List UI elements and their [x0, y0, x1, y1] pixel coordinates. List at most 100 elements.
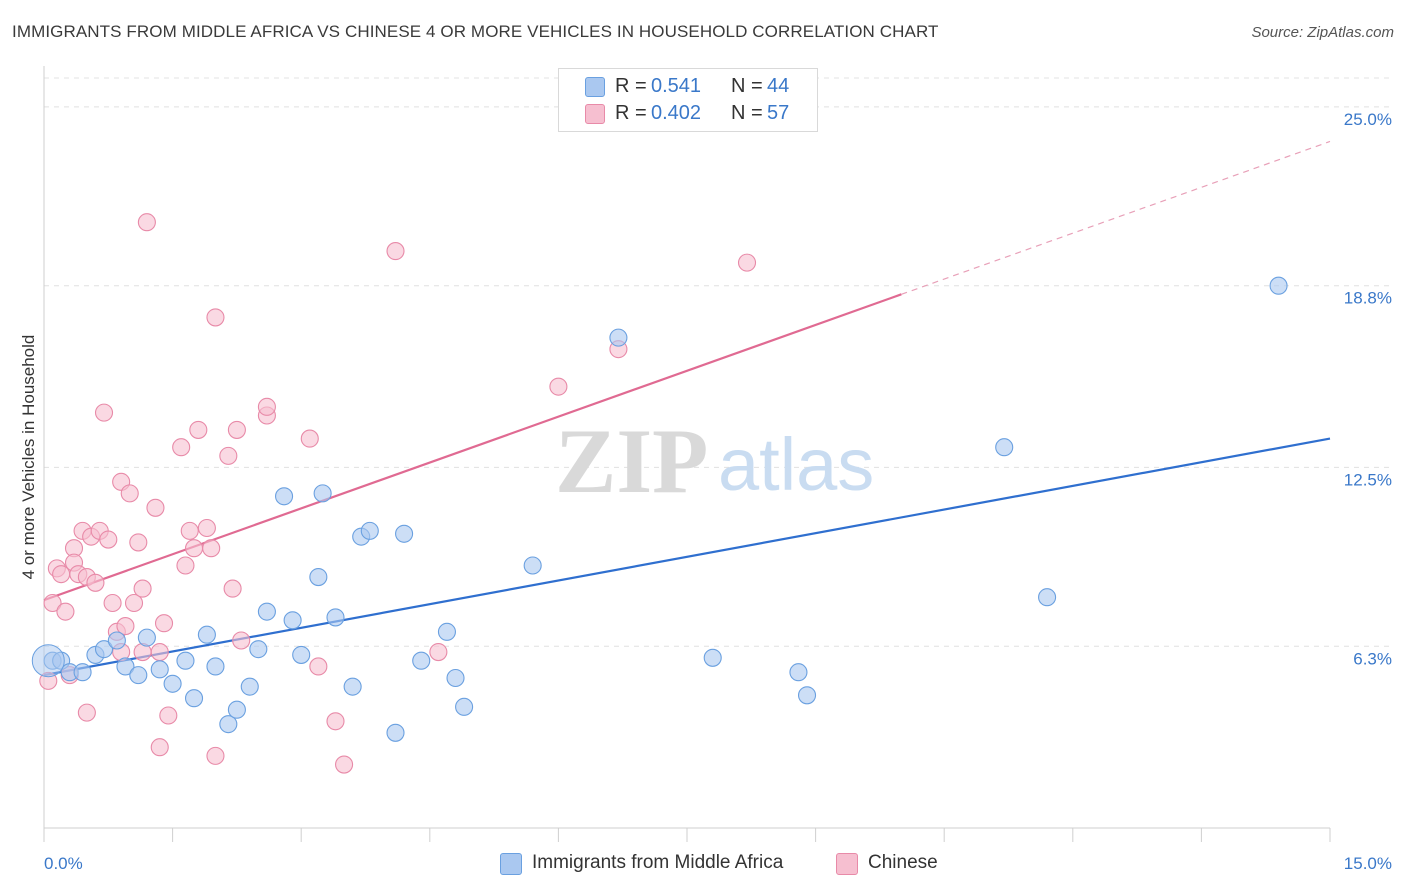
trend-line-extension-series-1	[901, 140, 1331, 295]
data-point-series-0	[1269, 276, 1288, 295]
watermark-zip: ZIP	[555, 410, 708, 512]
data-point-series-1	[150, 738, 169, 757]
data-point-series-0	[184, 689, 204, 708]
data-point-series-1	[300, 429, 319, 448]
source-label: Source: ZipAtlas.com	[1251, 24, 1394, 41]
axes	[43, 66, 1331, 842]
data-point-series-0	[313, 484, 332, 503]
data-point-series-0	[789, 663, 808, 682]
data-point-series-0	[219, 715, 238, 734]
y-tick-label: 25.0%	[1344, 110, 1392, 129]
data-point-series-0	[292, 645, 311, 664]
data-point-series-1	[120, 484, 139, 503]
x-tick-label: 0.0%	[44, 854, 83, 873]
data-point-series-1	[206, 308, 225, 327]
data-point-series-1	[56, 602, 75, 621]
data-point-series-1	[223, 579, 242, 598]
trend-line-series-0	[43, 437, 1331, 677]
data-point-series-1	[184, 539, 204, 558]
data-point-series-1	[146, 498, 165, 517]
data-point-series-1	[737, 253, 757, 272]
data-point-series-0	[437, 622, 456, 641]
data-point-series-1	[103, 593, 122, 613]
series-name: Immigrants from Middle Africa	[532, 852, 784, 873]
data-point-series-0	[176, 651, 195, 670]
data-point-series-1	[206, 746, 225, 765]
data-point-series-0	[163, 674, 182, 693]
legend-swatch-blue	[585, 77, 605, 97]
data-point-series-0	[412, 651, 431, 670]
data-point-series-0	[249, 640, 268, 659]
data-point-series-0	[523, 556, 542, 575]
grid-lines	[44, 77, 1392, 647]
y-tick-label: 12.5%	[1344, 470, 1392, 489]
data-point-series-0	[446, 668, 465, 688]
data-point-series-1	[257, 397, 276, 416]
data-point-cluster-series-0	[31, 644, 65, 678]
data-point-series-0	[395, 524, 414, 543]
legend-n-label: N =	[731, 75, 763, 97]
watermark-atlas: atlas	[718, 423, 874, 506]
watermark: ZIP atlas	[555, 410, 874, 512]
data-point-series-1	[99, 530, 118, 549]
data-point-series-1	[202, 539, 221, 558]
data-point-series-1	[326, 712, 345, 731]
legend-swatch-pink	[585, 104, 605, 124]
data-point-series-1	[86, 573, 105, 592]
data-point-series-1	[219, 446, 238, 465]
data-point-series-1	[159, 706, 178, 725]
data-point-series-1	[77, 703, 96, 722]
x-tick-label: 15.0%	[1344, 854, 1392, 873]
data-point-series-0	[275, 487, 294, 506]
data-point-series-0	[73, 663, 92, 682]
legend-r-label: R =	[615, 75, 647, 97]
legend-swatch-blue	[500, 853, 522, 875]
data-point-series-1	[309, 657, 328, 676]
legend-swatch-pink	[836, 853, 858, 875]
y-tick-label: 18.8%	[1344, 289, 1392, 308]
legend-r-label: R =	[615, 102, 647, 124]
legend-n-label: N =	[731, 102, 763, 124]
data-point-series-0	[257, 602, 276, 621]
data-point-series-0	[283, 611, 302, 630]
data-point-series-1	[189, 420, 208, 439]
y-tick-label: 6.3%	[1353, 649, 1392, 668]
data-point-series-0	[797, 686, 817, 705]
series-name: Chinese	[868, 852, 938, 873]
data-point-series-0	[995, 438, 1014, 457]
data-point-series-1	[124, 593, 144, 613]
data-point-series-0	[129, 666, 148, 685]
data-point-series-1	[386, 242, 405, 261]
axis-labels: 6.3% 12.5% 18.8% 25.0% 0.0% 15.0% 4 or more Ve…	[19, 110, 1392, 873]
data-point-series-0	[455, 697, 474, 716]
chart-title: IMMIGRANTS FROM MIDDLE AFRICA VS CHINESE…	[12, 22, 939, 41]
data-point-series-0	[107, 631, 126, 650]
data-point-series-1	[429, 642, 448, 662]
legend-n-value: 57	[767, 102, 790, 124]
data-point-series-1	[43, 593, 62, 613]
data-point-series-1	[94, 403, 114, 422]
data-point-series-1	[180, 521, 199, 540]
data-point-series-1	[197, 518, 216, 538]
y-axis-label: 4 or more Vehicles in Household	[19, 335, 38, 580]
data-point-series-0	[116, 657, 135, 676]
data-point-series-0	[197, 625, 216, 644]
legend-n-value: 44	[767, 75, 790, 97]
data-point-series-1	[232, 631, 251, 650]
data-point-series-1	[172, 438, 191, 457]
data-points	[31, 213, 1288, 774]
data-point-series-0	[360, 521, 379, 540]
data-point-series-0	[206, 657, 225, 676]
data-point-series-0	[386, 723, 405, 742]
data-point-series-0	[94, 640, 114, 659]
data-point-series-0	[240, 677, 259, 696]
legend-r-value: 0.402	[651, 102, 702, 124]
data-point-series-1	[549, 377, 568, 396]
data-point-series-1	[137, 213, 156, 232]
data-point-series-0	[309, 567, 328, 587]
data-point-series-0	[227, 700, 246, 719]
data-point-series-0	[609, 328, 628, 347]
stats-legend: R = 0.541 N = 44 R = 0.402 N = 57	[558, 68, 818, 132]
data-point-series-0	[343, 677, 362, 696]
